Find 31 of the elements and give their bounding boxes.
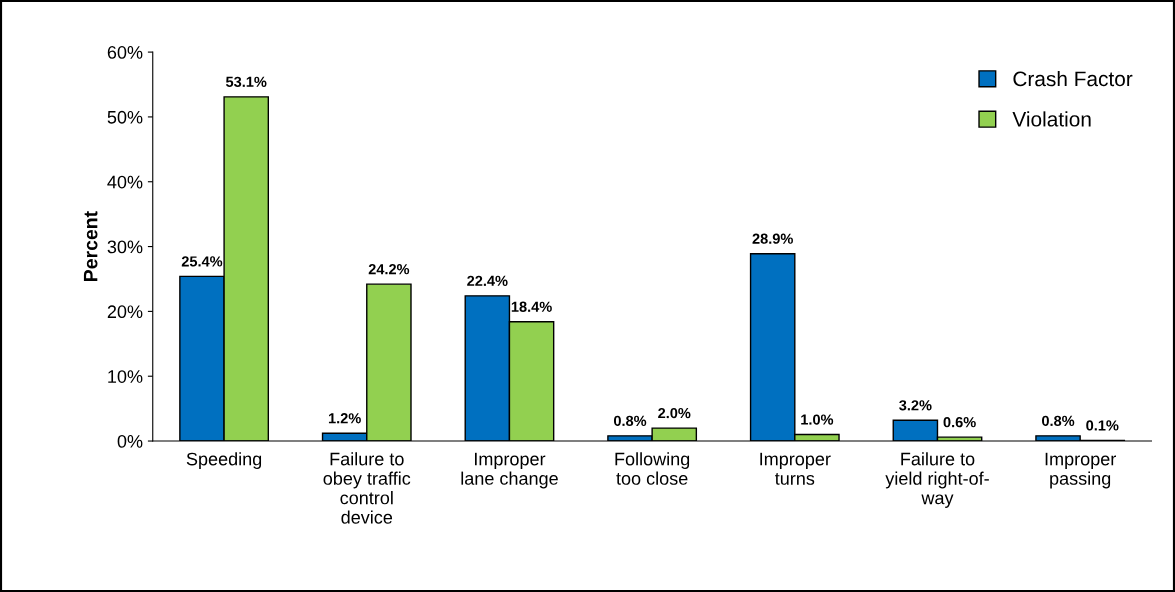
y-tick-label: 0% <box>117 434 143 448</box>
x-tick-label: Failure to yield right-of- way <box>885 452 989 508</box>
legend-label: Violation <box>1012 111 1091 127</box>
data-label: 0.8% <box>613 415 647 427</box>
y-tick-label: 50% <box>107 110 143 124</box>
data-label: 1.0% <box>801 414 834 425</box>
y-tick-label: 40% <box>107 175 143 189</box>
y-axis-title: Percent <box>83 211 98 281</box>
data-label: 0.6% <box>943 417 976 428</box>
data-label: 25.4% <box>181 256 223 267</box>
data-label: 0.1% <box>1086 420 1119 431</box>
data-label: 3.2% <box>899 400 932 411</box>
data-label: 53.1% <box>225 76 267 88</box>
data-label: 28.9% <box>752 233 793 244</box>
x-tick-label: Failure to obey traffic control device <box>323 452 411 524</box>
x-tick-label: Improper turns <box>760 452 831 485</box>
data-label: 0.8% <box>1042 415 1075 427</box>
y-tick-label: 20% <box>107 305 143 319</box>
x-tick-label: Improper passing <box>1045 452 1116 489</box>
data-label: 18.4% <box>511 301 552 312</box>
y-tick-label: 30% <box>107 240 143 254</box>
data-label: 22.4% <box>467 275 508 286</box>
x-tick-label: Following too close <box>615 452 690 485</box>
y-tick-label: 10% <box>108 370 143 383</box>
data-label: 24.2% <box>368 264 410 275</box>
data-label: 2.0% <box>658 407 691 419</box>
legend-label: Crash Factor <box>1013 70 1133 87</box>
y-tick-label: 60% <box>107 46 143 59</box>
x-tick-label: Improper lane change <box>461 452 558 489</box>
x-tick-label: Speeding <box>186 452 262 469</box>
data-label: 1.2% <box>328 413 361 424</box>
